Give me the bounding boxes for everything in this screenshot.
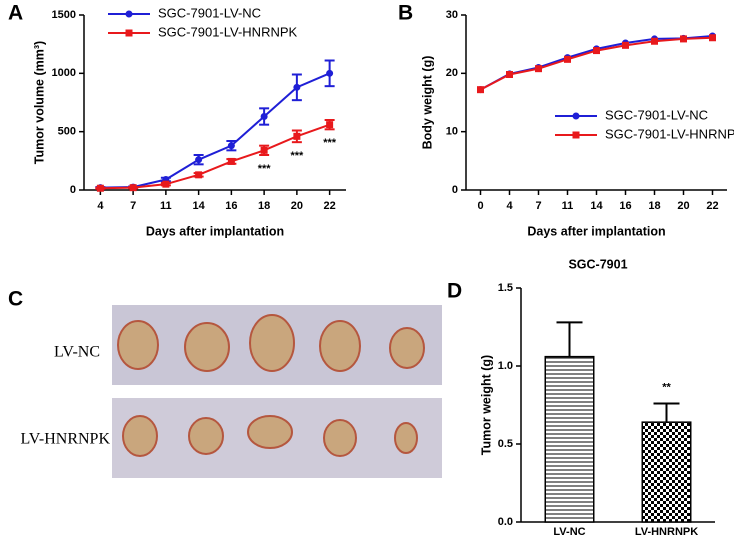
- marker: [195, 156, 203, 164]
- marker: [564, 55, 571, 63]
- y-tick-label: 1.0: [498, 360, 513, 372]
- marker: [326, 121, 334, 129]
- y-tick-label: 20: [446, 67, 458, 79]
- x-tick-label: 20: [291, 200, 303, 212]
- x-tick-label: 20: [677, 200, 689, 212]
- marker: [260, 113, 268, 120]
- x-tick-label: 18: [258, 200, 270, 212]
- x-tick-label: 7: [130, 200, 136, 212]
- marker: [162, 180, 170, 188]
- marker: [506, 71, 513, 78]
- panel-label: B: [398, 2, 413, 25]
- y-tick-label: 1500: [52, 9, 76, 21]
- x-tick-label: 4: [97, 200, 104, 212]
- x-tick-label: 14: [193, 200, 206, 212]
- annotation: ***: [323, 137, 337, 149]
- marker: [227, 142, 235, 150]
- marker: [129, 184, 137, 192]
- y-axis-label: Tumor weight (g): [479, 355, 493, 455]
- legend-marker: [125, 29, 133, 37]
- marker: [195, 171, 203, 179]
- legend-marker: [572, 112, 580, 120]
- y-axis-label: Tumor volume (mm³): [32, 41, 46, 164]
- bar: [641, 421, 692, 523]
- y-tick-label: 10: [446, 126, 458, 138]
- legend-marker: [125, 10, 133, 18]
- series-line: [100, 72, 331, 189]
- annotation: **: [662, 381, 671, 393]
- legend-marker: [572, 131, 580, 139]
- row-label: LV-NC: [54, 344, 100, 361]
- y-tick-label: 0: [452, 184, 458, 196]
- x-axis-label: Days after implantation: [527, 224, 665, 238]
- panel-label: C: [8, 288, 23, 311]
- marker: [709, 34, 716, 42]
- marker: [477, 86, 484, 94]
- x-tick-label: 7: [535, 200, 541, 212]
- tumors: [117, 314, 425, 457]
- chart-title: SGC-7901: [568, 257, 627, 271]
- marker: [96, 184, 104, 192]
- marker: [227, 157, 235, 165]
- x-tick-label: LV-NC: [553, 526, 585, 538]
- series-line: [480, 35, 713, 91]
- marker: [293, 132, 301, 140]
- x-tick-label: 22: [324, 200, 336, 212]
- x-axis-label: Days after implantation: [146, 224, 284, 238]
- marker: [622, 41, 629, 49]
- legend-label: SGC-7901-LV-HNRNPK: [605, 126, 734, 141]
- x-tick-label: 0: [477, 200, 483, 212]
- x-tick-label: 11: [160, 200, 172, 212]
- marker: [680, 35, 687, 43]
- x-tick-label: 18: [648, 200, 660, 212]
- x-tick-label: 14: [590, 200, 603, 212]
- y-tick-label: 0.5: [498, 438, 513, 450]
- y-tick-label: 0.0: [498, 516, 513, 528]
- y-tick-label: 30: [446, 9, 458, 21]
- x-tick-label: 16: [619, 200, 631, 212]
- marker: [535, 65, 542, 73]
- row-label: LV-HNRNPK: [20, 431, 110, 448]
- legend-label: SGC-7901-LV-NC: [605, 107, 708, 122]
- x-tick-label: LV-HNRNPK: [635, 526, 698, 538]
- photo: LV-NC LV-HNRNPK: [20, 305, 442, 478]
- y-tick-label: 1000: [52, 67, 76, 79]
- y-tick-label: 0: [70, 184, 76, 196]
- x-tick-label: 16: [225, 200, 237, 212]
- y-tick-label: 500: [58, 126, 76, 138]
- legend-label: SGC-7901-LV-HNRNPK: [158, 24, 298, 39]
- x-tick-label: 22: [706, 200, 718, 212]
- annotation: ***: [258, 163, 272, 175]
- y-tick-label: 1.5: [498, 282, 513, 294]
- marker: [260, 146, 268, 154]
- y-axis-label: Body weight (g): [420, 56, 434, 150]
- legend-label: SGC-7901-LV-NC: [158, 5, 261, 20]
- marker: [593, 47, 600, 55]
- marker: [651, 37, 658, 45]
- annotation: ***: [290, 150, 304, 162]
- x-tick-label: 4: [506, 200, 513, 212]
- panel-label: A: [8, 2, 23, 25]
- x-tick-label: 11: [562, 200, 574, 212]
- series-line: [100, 123, 330, 190]
- marker: [293, 83, 301, 91]
- bar: [544, 355, 595, 523]
- marker: [326, 69, 334, 77]
- panel-label: D: [447, 280, 462, 303]
